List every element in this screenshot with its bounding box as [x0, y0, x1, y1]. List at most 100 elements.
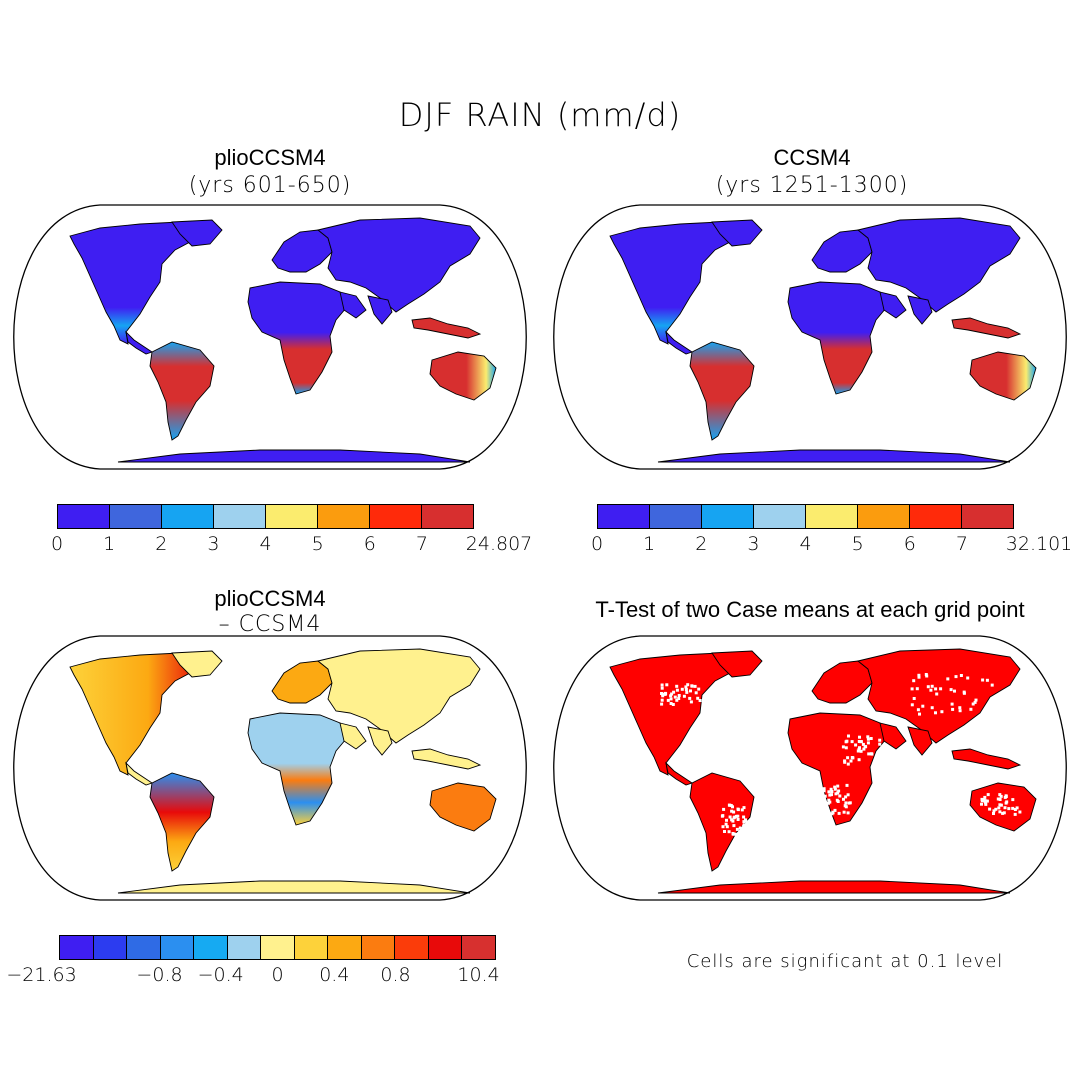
land-asia: [316, 648, 481, 744]
nonsignificant-cell: [740, 808, 744, 812]
colorbar-segment: [294, 936, 329, 959]
nonsignificant-cell: [1013, 812, 1017, 816]
nonsignificant-cell: [916, 708, 920, 712]
map-top-right: [553, 204, 1067, 470]
colorbar-segment: [110, 505, 162, 528]
nonsignificant-cell: [833, 808, 837, 812]
nonsignificant-cell: [842, 797, 845, 801]
nonsignificant-cell: [720, 814, 724, 818]
nonsignificant-cell: [689, 700, 693, 704]
land-india: [907, 726, 933, 756]
land-centralAmerica: [665, 330, 694, 355]
panel-title-bottom-left: plioCCSM4: [214, 586, 326, 611]
land-arabia: [339, 722, 367, 750]
colorbar-segment: [58, 505, 110, 528]
colorbar-top-right: [597, 504, 1014, 529]
nonsignificant-cell: [729, 804, 733, 807]
colorbar-segment: [462, 936, 495, 959]
nonsignificant-cell: [940, 710, 944, 714]
nonsignificant-cell: [844, 746, 848, 750]
nonsignificant-cell: [742, 824, 746, 828]
nonsignificant-cell: [822, 787, 826, 791]
nonsignificant-cell: [689, 689, 692, 693]
nonsignificant-cell: [669, 702, 673, 705]
colorbar-tick-label: 2: [695, 533, 708, 555]
nonsignificant-cell: [660, 698, 664, 702]
nonsignificant-cell: [660, 686, 664, 690]
panel-subtitle-bottom-left: – CCSM4: [218, 612, 322, 637]
nonsignificant-cell: [910, 687, 914, 691]
panel-title-top-left: plioCCSM4: [214, 145, 326, 170]
land-greenland: [171, 650, 223, 678]
nonsignificant-cell: [1003, 806, 1007, 810]
nonsignificant-cell: [727, 830, 731, 834]
nonsignificant-cell: [866, 735, 870, 739]
nonsignificant-cell: [731, 819, 735, 823]
nonsignificant-cell: [929, 688, 933, 692]
nonsignificant-cell: [986, 793, 990, 797]
nonsignificant-cell: [821, 793, 825, 797]
nonsignificant-cell: [830, 790, 834, 793]
colorbar-top-left: [57, 504, 474, 529]
nonsignificant-cell: [742, 815, 746, 819]
nonsignificant-cell: [675, 684, 679, 688]
nonsignificant-cell: [949, 688, 953, 692]
land-asia: [316, 217, 481, 313]
nonsignificant-cell: [1002, 811, 1006, 815]
nonsignificant-cell: [992, 809, 996, 813]
nonsignificant-cell: [874, 762, 878, 766]
nonsignificant-cell: [858, 746, 861, 750]
nonsignificant-cell: [728, 815, 732, 819]
nonsignificant-cell: [669, 694, 673, 698]
colorbar-segment: [127, 936, 161, 959]
nonsignificant-cell: [1003, 795, 1007, 799]
colorbar-segment: [910, 505, 962, 528]
nonsignificant-cell: [735, 814, 738, 818]
nonsignificant-cell: [833, 785, 837, 789]
nonsignificant-cell: [985, 678, 989, 682]
land-arabia: [879, 291, 907, 319]
nonsignificant-cell: [672, 690, 676, 694]
colorbar-segment: [806, 505, 858, 528]
nonsignificant-cell: [866, 737, 870, 741]
nonsignificant-cell: [999, 803, 1003, 807]
nonsignificant-cell: [917, 675, 921, 679]
nonsignificant-cell: [728, 803, 732, 807]
colorbar-tick-label: 7: [415, 533, 428, 555]
colorbar-tick-label: 0: [590, 533, 604, 555]
nonsignificant-cell: [828, 793, 832, 797]
nonsignificant-cell: [673, 695, 677, 699]
nonsignificant-cell: [878, 738, 882, 742]
colorbar-segment: [160, 936, 195, 959]
nonsignificant-cell: [732, 824, 736, 828]
colorbar-tick-label: −21.63: [6, 964, 77, 986]
nonsignificant-cell: [669, 697, 673, 701]
land-southAmerica: [689, 341, 755, 441]
nonsignificant-cell: [684, 688, 688, 691]
nonsignificant-cell: [1011, 806, 1015, 810]
nonsignificant-cell: [958, 709, 962, 713]
panel-title-top-right: CCSM4: [773, 145, 851, 170]
nonsignificant-cell: [912, 697, 916, 700]
colorbar-tick-label: 5: [851, 533, 864, 555]
nonsignificant-cell: [845, 739, 849, 743]
nonsignificant-cell: [981, 678, 985, 682]
nonsignificant-cell: [846, 762, 850, 766]
land-africa: [247, 712, 347, 826]
nonsignificant-cell: [984, 802, 988, 806]
nonsignificant-cell: [980, 802, 983, 806]
land-asia: [856, 217, 1021, 313]
land-centralAmerica: [125, 761, 154, 786]
nonsignificant-cell: [918, 712, 921, 716]
colorbar-segment: [214, 505, 266, 528]
nonsignificant-cell: [953, 689, 956, 693]
nonsignificant-cell: [723, 830, 726, 833]
nonsignificant-cell: [950, 702, 954, 706]
colorbar-bottom-left: [59, 935, 496, 960]
nonsignificant-cell: [850, 740, 854, 744]
nonsignificant-cell: [849, 759, 853, 763]
nonsignificant-cell: [730, 809, 734, 813]
nonsignificant-cell: [739, 830, 743, 834]
nonsignificant-cell: [830, 812, 834, 816]
nonsignificant-cell: [878, 742, 882, 746]
